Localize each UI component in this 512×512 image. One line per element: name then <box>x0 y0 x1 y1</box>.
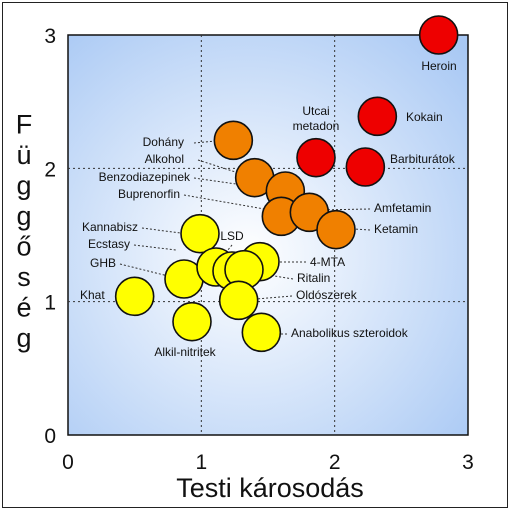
leader-alkohol <box>197 159 249 177</box>
data-points <box>114 15 459 353</box>
label-ritalin: Ritalin <box>297 271 330 285</box>
leader-buprenorfin <box>183 194 271 211</box>
y-axis-label-letter: F <box>16 109 33 139</box>
point-dohany <box>213 120 254 161</box>
y-tick-label: 0 <box>44 425 56 448</box>
chart-frame <box>2 2 508 508</box>
label-ketamin: Ketamin <box>374 222 418 236</box>
point-utcai-metadon <box>296 137 336 178</box>
label-lsd: LSD <box>220 229 244 243</box>
y-axis-label-letter: ő <box>16 231 31 261</box>
point-alkil-nitritek <box>172 301 212 342</box>
label-alkohol: Alkohol <box>145 152 184 166</box>
label-heroin: Heroin <box>421 59 456 73</box>
y-axis-label-letter: g <box>16 323 31 353</box>
x-tick-label: 2 <box>329 451 341 474</box>
label-alkil-nitritek: Alkil-nitritek <box>154 345 216 359</box>
point-labels: Heroin Kokain Utcai metadon Barbiturátok Dohá… <box>80 59 457 359</box>
label-ecstasy: Ecstasy <box>88 237 130 251</box>
label-dohany: Dohány <box>143 135 184 149</box>
point-barbituratok <box>345 147 386 187</box>
label-kannabisz: Kannabisz <box>82 220 138 234</box>
label-4-mta: 4-MTA <box>310 255 345 269</box>
x-tick-label: 1 <box>195 451 207 474</box>
point-kokain <box>357 96 398 137</box>
y-tick-label: 3 <box>44 25 56 48</box>
point-kannabisz <box>180 213 220 254</box>
point-anabolikus-szteroidok <box>241 312 282 353</box>
label-khat: Khat <box>80 288 105 302</box>
label-kokain: Kokain <box>406 110 443 124</box>
label-ghb: GHB <box>90 256 116 270</box>
y-axis-label-letter: é <box>16 292 31 322</box>
label-buprenorfin: Buprenorfin <box>118 187 180 201</box>
point-heroin <box>418 15 459 55</box>
x-axis-label: Testi károsodás <box>176 473 364 503</box>
y-axis-label-letter: s <box>17 262 31 292</box>
point-oldoszerek <box>218 280 259 321</box>
tick-labels: 0 1 2 3 0 1 2 3 <box>44 25 474 474</box>
label-utcai-metadon: Utcai metadon <box>293 104 340 133</box>
label-barbituratok: Barbiturátok <box>390 152 456 166</box>
label-amfetamin: Amfetamin <box>374 201 431 215</box>
label-oldoszerek: Oldószerek <box>296 288 358 302</box>
leader-dohany <box>193 139 227 144</box>
y-axis-label-letter: g <box>16 201 31 231</box>
leader-ecstasy <box>133 244 177 251</box>
point-khat <box>114 276 155 317</box>
point-ketamin <box>316 209 356 250</box>
y-axis-label-letter: ü <box>16 140 31 170</box>
y-axis-label-letter: g <box>16 170 31 200</box>
label-benzodiazepinek: Benzodiazepinek <box>99 170 191 184</box>
label-anabolikus-szteroidok: Anabolikus szteroidok <box>291 326 409 340</box>
y-tick-label: 1 <box>44 292 56 315</box>
plot-area <box>67 34 469 436</box>
x-tick-label: 3 <box>462 451 474 474</box>
y-tick-label: 2 <box>44 158 56 181</box>
x-tick-label: 0 <box>62 451 74 474</box>
